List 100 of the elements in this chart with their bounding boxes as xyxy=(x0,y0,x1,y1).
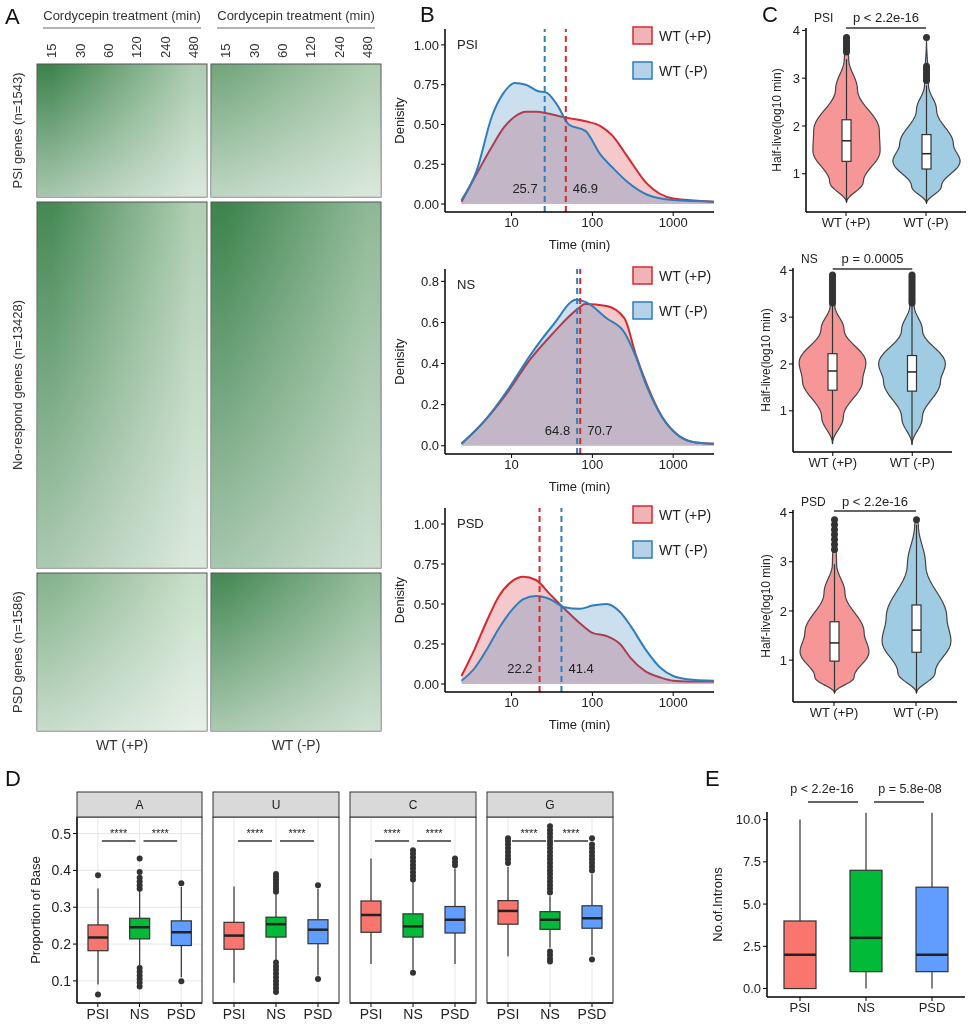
y-tick-label: 0.8 xyxy=(420,273,439,289)
text: p = 0.0005 xyxy=(841,251,904,266)
text: WT (+P) xyxy=(95,737,149,753)
x-tick-label: NS xyxy=(540,1005,560,1022)
x-tick-label: 1000 xyxy=(658,695,688,711)
annotation: **** xyxy=(151,827,170,839)
y-tick-label: 4 xyxy=(779,262,787,278)
annotation: **** xyxy=(246,827,265,839)
y-axis-title: Half-live(log10 min) xyxy=(770,68,784,172)
x-tick-label: PSI xyxy=(789,1000,811,1016)
x-tick-label: PSD xyxy=(440,1005,470,1022)
text: NS xyxy=(457,277,476,292)
x-tick-label: NS xyxy=(266,1005,286,1022)
y-tick-label: 4 xyxy=(792,23,800,38)
y-tick-label: 3 xyxy=(779,554,787,570)
text: E xyxy=(705,766,720,791)
text: p < 2.2e-16 xyxy=(841,494,909,509)
y-tick-label: 0.25 xyxy=(413,156,439,172)
category-label: 480 xyxy=(359,36,375,58)
y-tick-label: 3 xyxy=(779,309,787,325)
y-tick-label: 7.5 xyxy=(742,854,761,870)
ref-line-label: 41.4 xyxy=(568,661,594,676)
category-label: 30 xyxy=(72,43,88,58)
y-tick-label: 4 xyxy=(779,505,787,521)
y-tick-label: 0.00 xyxy=(413,676,439,692)
x-axis-title: Time (min) xyxy=(548,479,611,494)
y-tick-label: 0.1 xyxy=(51,972,72,989)
y-tick-label: 1.00 xyxy=(413,516,439,532)
y-axis-title: Proportion of Base xyxy=(28,856,43,964)
text: A xyxy=(5,4,20,29)
x-axis-title: Time (min) xyxy=(548,237,611,252)
y-tick-label: 2 xyxy=(792,118,800,134)
y-tick-label: 2 xyxy=(779,603,787,619)
text: PSI xyxy=(457,37,478,52)
x-tick-label: PSI xyxy=(86,1005,110,1022)
y-tick-label: 0.75 xyxy=(413,556,439,572)
y-axis-title: Half-live(log10 min) xyxy=(759,308,773,412)
y-tick-label: 0.4 xyxy=(51,862,72,879)
text: PSD xyxy=(457,516,484,531)
y-tick-label: 0.0 xyxy=(420,438,439,454)
chart-title: C xyxy=(408,797,418,812)
x-tick-label: PSD xyxy=(918,1000,946,1016)
y-tick-label: 2.5 xyxy=(742,938,761,954)
x-tick-label: NS xyxy=(403,1005,423,1022)
y-axis-title: No.of.Introns xyxy=(710,866,725,942)
y-tick-label: 0.50 xyxy=(413,596,439,612)
text: p < 2.2e-16 xyxy=(790,782,854,796)
x-tick-label: NS xyxy=(856,1000,876,1016)
y-tick-label: 3 xyxy=(792,70,800,86)
legend-label: WT (+P) xyxy=(659,507,712,523)
x-tick-label: 100 xyxy=(581,695,604,711)
ref-line-label: 70.7 xyxy=(587,423,613,438)
ref-line-label: 64.8 xyxy=(544,423,571,438)
x-tick-label: PSD xyxy=(303,1005,333,1022)
x-tick-label: PSI xyxy=(222,1005,246,1022)
x-tick-label: 100 xyxy=(581,215,604,231)
category-label: 120 xyxy=(303,36,319,58)
text: C xyxy=(762,2,778,27)
legend-label: WT (+P) xyxy=(659,28,712,44)
category-label: 15 xyxy=(218,43,234,58)
x-tick-label: NS xyxy=(129,1005,150,1022)
category-label: 60 xyxy=(100,43,116,58)
legend-label: WT (-P) xyxy=(659,303,708,319)
annotation: **** xyxy=(288,827,307,839)
x-tick-label: WT (-P) xyxy=(903,215,949,231)
text: B xyxy=(420,2,435,27)
annotation: **** xyxy=(562,827,581,839)
y-tick-label: 0.75 xyxy=(413,77,439,93)
text: Cordycepin treatment (min) xyxy=(43,8,201,23)
x-axis-title: Time (min) xyxy=(548,717,611,732)
x-tick-label: WT (+P) xyxy=(808,455,858,471)
category-label: 480 xyxy=(185,36,201,58)
chart-title: NS xyxy=(801,252,818,266)
x-tick-label: PSD xyxy=(166,1005,196,1022)
x-tick-label: 10 xyxy=(504,215,519,231)
y-tick-label: 0.0 xyxy=(742,981,761,997)
x-tick-label: PSI xyxy=(359,1005,383,1022)
ref-line-label: 25.7 xyxy=(512,181,538,196)
chart-title: PSD xyxy=(801,495,827,509)
ref-line-label: 22.2 xyxy=(507,661,533,676)
y-tick-label: 0.25 xyxy=(413,636,439,652)
y-axis-title: Denisity xyxy=(392,96,407,144)
legend-label: WT (+P) xyxy=(659,268,712,284)
x-tick-label: WT (+P) xyxy=(821,215,871,231)
y-tick-label: 0.2 xyxy=(420,397,439,413)
annotation: **** xyxy=(425,827,444,839)
legend-label: WT (-P) xyxy=(659,542,708,558)
category-label: PSD genes (n=1586) xyxy=(10,591,25,713)
annotation: **** xyxy=(520,827,539,839)
category-label: PSI genes (n=1543) xyxy=(10,72,25,189)
x-tick-label: 1000 xyxy=(658,215,688,231)
x-tick-label: WT (-P) xyxy=(889,455,935,471)
y-tick-label: 0.4 xyxy=(420,356,439,372)
chart-title: U xyxy=(271,797,281,812)
y-axis-title: Denisity xyxy=(392,576,407,624)
y-axis-title: Denisity xyxy=(392,337,407,385)
x-tick-label: 1000 xyxy=(658,457,688,473)
chart-title: A xyxy=(135,797,144,812)
text: WT (-P) xyxy=(271,737,321,753)
x-tick-label: 100 xyxy=(581,457,604,473)
